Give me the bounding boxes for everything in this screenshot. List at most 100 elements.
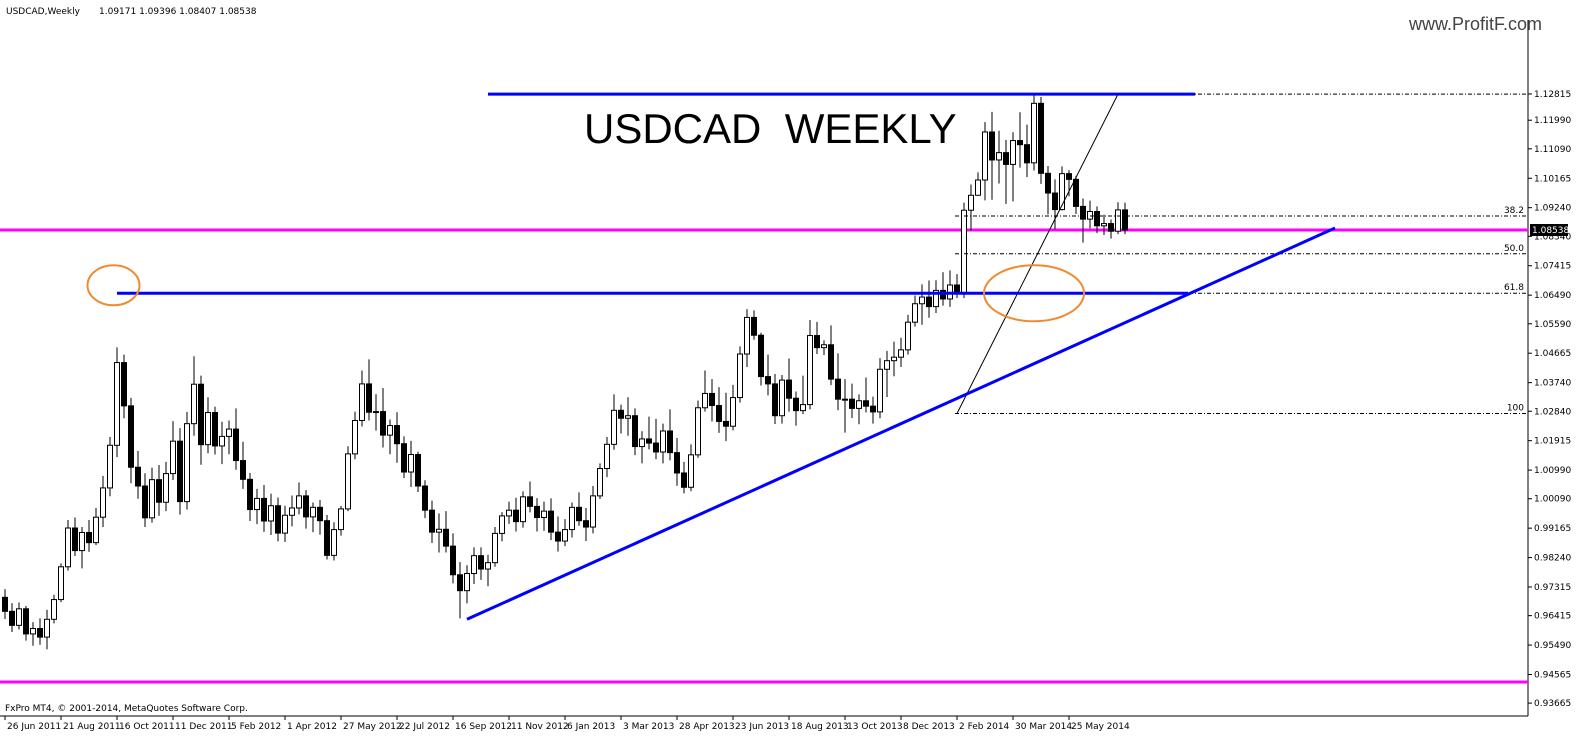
candle-body-bull [562, 529, 568, 542]
time-tick-label: 8 Dec 2013 [903, 722, 955, 732]
candle [149, 467, 155, 523]
candle [1052, 179, 1058, 230]
candle [212, 406, 218, 455]
candle [51, 594, 57, 624]
candle [590, 486, 596, 534]
candle-body-bear [142, 485, 148, 519]
candle-body-bear [212, 412, 218, 447]
candle [765, 354, 771, 396]
candle-body-bear [324, 520, 330, 556]
candle [744, 309, 750, 368]
candle [394, 412, 400, 463]
candle [121, 354, 127, 419]
candle-body-bull [289, 507, 295, 516]
candle [429, 500, 435, 543]
candle [856, 394, 862, 425]
candle-body-bull [898, 349, 904, 358]
candle [401, 436, 407, 479]
candle [9, 603, 15, 633]
candle-body-bear [534, 505, 540, 519]
candle [142, 473, 148, 528]
candle-body-bull [625, 415, 631, 419]
candle-body-bear [121, 362, 127, 407]
candle [681, 461, 687, 494]
candle-body-bull [226, 428, 232, 437]
current-price-box [1530, 224, 1568, 237]
candle [44, 609, 50, 650]
price-tick-label: 1.05590 [1534, 320, 1571, 330]
time-tick-label: 28 Apr 2013 [679, 722, 735, 732]
candle [16, 602, 22, 630]
candle [639, 431, 645, 464]
candle-body-bear [422, 485, 428, 511]
candle-body-bull [982, 131, 988, 181]
candle [1122, 202, 1128, 235]
candle-body-bull [387, 425, 393, 436]
candle-body-bull [184, 423, 190, 503]
candle [345, 446, 351, 512]
time-tick-label: 5 Feb 2012 [231, 722, 281, 732]
candle-body-bull [338, 508, 344, 531]
fib-level-label: 38.2 [1504, 206, 1524, 216]
candle [576, 492, 582, 526]
price-tick-label: 0.97315 [1534, 583, 1571, 593]
candle [667, 409, 673, 461]
candle-body-bull [107, 444, 113, 489]
candle [170, 421, 176, 480]
candle [107, 437, 113, 497]
candle-body-bear [849, 398, 855, 409]
candle-body-bear [527, 496, 533, 507]
candle-body-bear [1003, 152, 1009, 165]
candle [569, 502, 575, 538]
candle-body-bear [415, 454, 421, 487]
candle-body-bull [597, 468, 603, 497]
candle-body-bull [1010, 140, 1016, 165]
chart-title: USDCAD WEEKLY [584, 105, 957, 152]
candle-body-bear [198, 383, 204, 446]
candle-body-bear [23, 608, 29, 635]
candle-body-bear [1122, 209, 1128, 231]
candle-body-bear [366, 383, 372, 413]
candle-body-bear [37, 628, 43, 638]
candle-body-bear [443, 528, 449, 547]
candle [240, 441, 246, 489]
candle [2, 589, 8, 619]
candle [478, 547, 484, 580]
candle-body-bull [891, 356, 897, 362]
candle-body-bull [737, 353, 743, 399]
candle [814, 321, 820, 355]
candle [933, 280, 939, 313]
candle-body-bear [765, 376, 771, 385]
candle [758, 332, 764, 386]
candle [30, 622, 36, 646]
candle [205, 397, 211, 454]
candle-body-bull [1101, 223, 1107, 227]
candle [611, 394, 617, 450]
candle-body-bear [835, 378, 841, 400]
candle-body-bull [58, 566, 64, 601]
candle [632, 408, 638, 456]
candle-body-bear [233, 428, 239, 462]
price-tick-label: 0.98240 [1534, 554, 1571, 564]
candle-body-bear [1017, 140, 1023, 146]
candle [436, 513, 442, 553]
candle [163, 461, 169, 512]
candle-body-bull [359, 383, 365, 421]
candle [898, 337, 904, 368]
candle [289, 495, 295, 527]
candle [352, 411, 358, 460]
price-tick-label: 0.95490 [1534, 641, 1571, 651]
candle-body-bear [380, 411, 386, 436]
candle-body-bear [716, 405, 722, 422]
candle-body-bull [919, 296, 925, 305]
candle-body-bear [1045, 172, 1051, 194]
candle [1010, 132, 1016, 202]
candle [471, 547, 477, 584]
candle-body-bull [408, 454, 414, 473]
candle [261, 485, 267, 532]
candle-body-bull [149, 479, 155, 519]
candle [23, 605, 29, 641]
candle-body-bull [471, 555, 477, 574]
price-tick-label: 1.00990 [1534, 466, 1571, 476]
candle [100, 475, 106, 528]
